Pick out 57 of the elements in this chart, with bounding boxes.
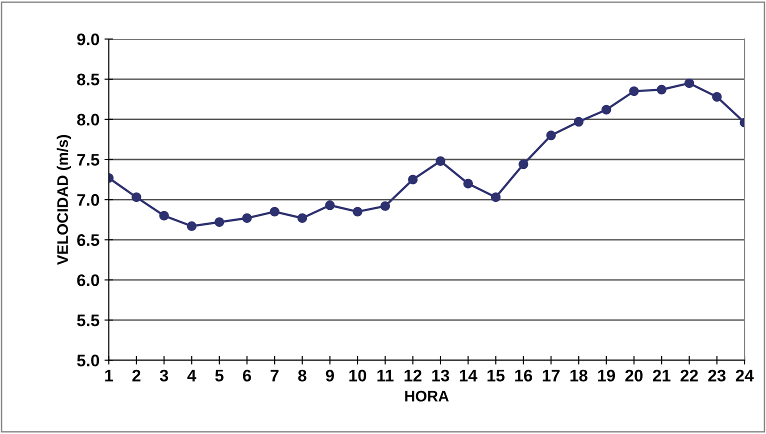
- point: [656, 84, 666, 95]
- x-tick-label: 7: [270, 370, 279, 382]
- x-tick-label: 12: [404, 370, 422, 382]
- point: [408, 174, 418, 184]
- y-tick-label: 9.0: [77, 33, 100, 46]
- x-tick-label: 14: [460, 370, 478, 382]
- x-tick-label: 2: [132, 370, 140, 382]
- point: [297, 213, 308, 223]
- x-tick-label: 6: [242, 370, 252, 382]
- point: [159, 210, 169, 221]
- point: [270, 206, 280, 217]
- x-tick-label: 15: [488, 370, 505, 382]
- point: [186, 221, 197, 231]
- x-tick-label: 17: [542, 370, 560, 382]
- point: [436, 156, 446, 166]
- x-tick-label: 24: [736, 370, 754, 382]
- point: [546, 130, 556, 140]
- x-tick-label: 18: [570, 370, 588, 382]
- point: [490, 192, 501, 202]
- point: [463, 178, 473, 188]
- y-tick-label: 5.0: [77, 354, 100, 366]
- point: [380, 201, 390, 211]
- point: [242, 213, 252, 223]
- x-tick-label: 4: [187, 370, 196, 382]
- x-tick-label: 8: [298, 370, 306, 382]
- y-tick-label: 6.0: [77, 274, 100, 286]
- x-axis-title: HORA: [405, 390, 449, 402]
- point: [214, 217, 224, 227]
- x-tick-label: 11: [377, 370, 394, 382]
- x-tick-label: 22: [680, 370, 698, 382]
- y-tick-label: 8.0: [77, 114, 100, 126]
- x-tick-label: 23: [708, 370, 726, 382]
- y-tick-label: 5.5: [77, 314, 100, 326]
- point: [518, 159, 528, 170]
- y-tick-label: 8.5: [77, 74, 100, 86]
- x-tick-label: 1: [105, 370, 113, 382]
- point: [712, 92, 722, 102]
- x-tick-label: 16: [515, 370, 532, 382]
- point: [352, 206, 362, 217]
- x-tick-label: 5: [215, 370, 224, 382]
- x-tick-label: 20: [625, 370, 643, 382]
- y-tick-label: 6.5: [77, 234, 100, 246]
- y-tick-label: 7.5: [77, 154, 100, 166]
- x-tick-label: 10: [349, 370, 366, 382]
- point: [325, 200, 335, 210]
- x-tick-label: 13: [432, 370, 450, 382]
- point: [132, 192, 142, 202]
- y-tick-label: 7.0: [77, 194, 100, 206]
- point: [601, 104, 612, 115]
- point: [629, 86, 639, 96]
- point: [684, 78, 694, 88]
- x-tick-label: 19: [598, 370, 615, 382]
- x-tick-label: 21: [652, 370, 670, 382]
- y-axis-title: VELOCIDAD (m/s): [56, 135, 72, 265]
- x-tick-label: 9: [326, 370, 334, 382]
- point: [574, 116, 584, 127]
- x-tick-label: 3: [160, 370, 168, 382]
